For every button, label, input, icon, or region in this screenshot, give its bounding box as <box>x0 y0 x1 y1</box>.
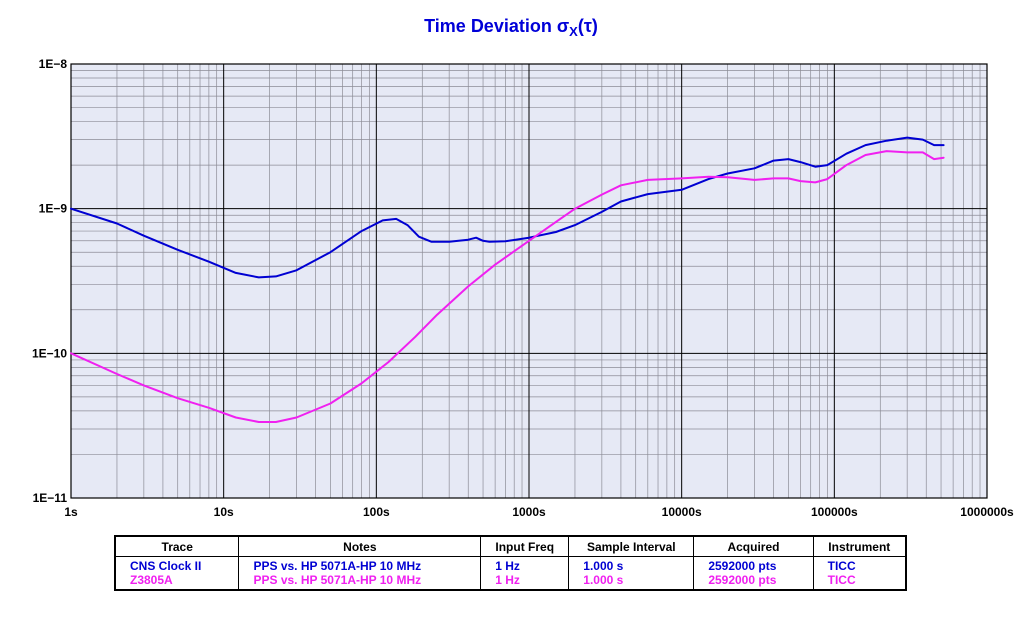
cell-acquired: 2592000 pts <box>693 573 814 590</box>
y-tick-label: 1E−9 <box>39 202 68 216</box>
cell-sample-interval: 1.000 s <box>568 573 695 590</box>
header-trace: Trace <box>114 536 240 557</box>
cell-instrument: TICC <box>812 573 907 590</box>
legend-row-z3805a: Z3805A PPS vs. HP 5071A-HP 10 MHz 1 Hz 1… <box>114 573 907 590</box>
chart-title-tail: (τ) <box>577 16 598 36</box>
legend-header-row: Trace Notes Input Freq Sample Interval A… <box>114 536 907 557</box>
y-tick-label: 1E−10 <box>32 346 67 360</box>
chart-title-main: Time Deviation σ <box>424 16 570 36</box>
cell-trace: CNS Clock II <box>114 556 240 573</box>
header-instrument: Instrument <box>812 536 907 557</box>
cell-notes: PPS vs. HP 5071A-HP 10 MHz <box>238 556 482 573</box>
header-input-freq: Input Freq <box>480 536 570 557</box>
x-tick-label: 1s <box>64 505 78 519</box>
x-tick-label: 1000000s <box>960 505 1014 519</box>
chart-title-subscript: X <box>569 24 578 39</box>
x-tick-label: 100s <box>363 505 390 519</box>
cell-sample-interval: 1.000 s <box>568 556 695 573</box>
cell-trace: Z3805A <box>114 573 240 590</box>
series-line-cns-clock-ii <box>70 136 945 279</box>
x-tick-label: 1000s <box>512 505 546 519</box>
y-tick-label: 1E−8 <box>39 57 68 71</box>
legend-row-cns: CNS Clock II PPS vs. HP 5071A-HP 10 MHz … <box>114 556 907 573</box>
cell-input-freq: 1 Hz <box>480 556 570 573</box>
y-tick-label: 1E−11 <box>33 491 68 505</box>
x-tick-label: 10000s <box>662 505 702 519</box>
cell-input-freq: 1 Hz <box>480 573 570 590</box>
header-acquired: Acquired <box>693 536 814 557</box>
header-sample-interval: Sample Interval <box>568 536 695 557</box>
chart-title: Time Deviation σX(τ) <box>0 16 1022 39</box>
cell-notes: PPS vs. HP 5071A-HP 10 MHz <box>238 573 482 590</box>
chart: 1s 10s 100s 1000s 10000s 100000s 1000000s 1E−8 1… <box>32 57 1014 519</box>
x-tick-label: 10s <box>214 505 234 519</box>
plot-border <box>70 63 988 499</box>
cell-instrument: TICC <box>812 556 907 573</box>
series-line-z3805a <box>70 150 945 423</box>
cell-acquired: 2592000 pts <box>693 556 814 573</box>
x-tick-label: 100000s <box>811 505 858 519</box>
legend-table: Trace Notes Input Freq Sample Interval A… <box>114 535 907 591</box>
header-notes: Notes <box>238 536 482 557</box>
